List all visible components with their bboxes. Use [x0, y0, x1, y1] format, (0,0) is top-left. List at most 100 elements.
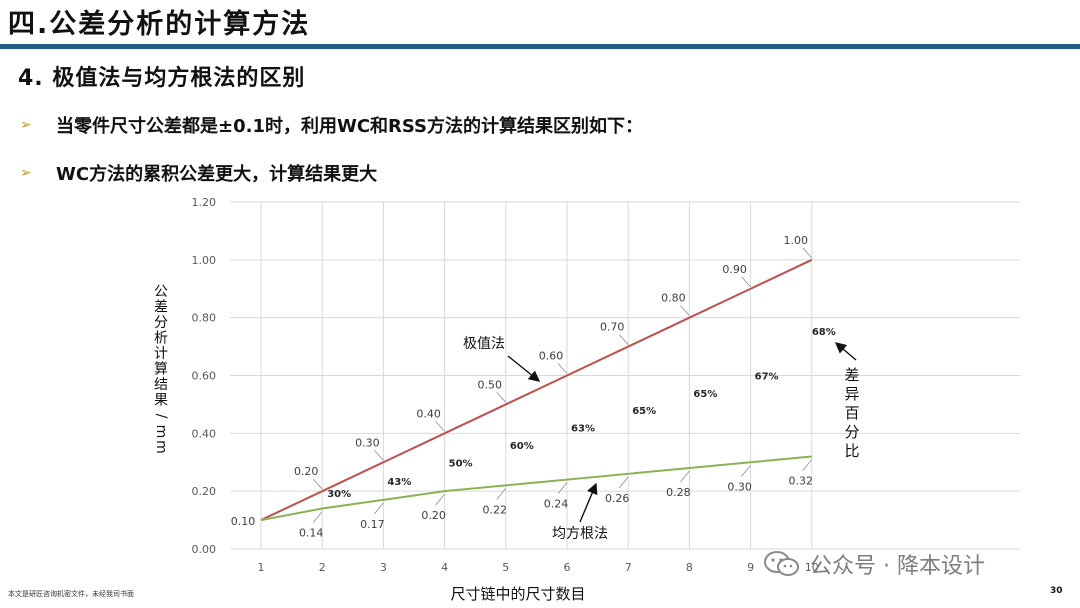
watermark: 公众号 · 降本设计: [762, 548, 985, 580]
data-label: 0.20: [421, 509, 446, 522]
leader-line: [802, 247, 813, 259]
y-axis-label-char: 果: [154, 393, 168, 409]
difference-percent-label: 60%: [510, 441, 534, 452]
slide-title: 四.公差分析的计算方法: [8, 9, 311, 40]
y-axis-label-char: 结: [154, 377, 168, 393]
data-label: 0.30: [727, 480, 752, 493]
leader-line: [802, 459, 813, 471]
difference-axis-char: 异: [844, 385, 859, 403]
y-axis-label-char: m: [153, 440, 169, 454]
page-number: 30: [1050, 586, 1063, 596]
x-tick-label: 6: [564, 561, 571, 574]
data-label: 0.50: [478, 378, 503, 391]
y-tick-label: 0.00: [192, 543, 217, 556]
difference-percent-label: 65%: [693, 389, 717, 400]
y-axis-label-char: 公: [154, 284, 168, 300]
y-axis-label-char: /: [153, 414, 169, 419]
bullet-text: 当零件尺寸公差都是±0.1时，利用WC和RSS方法的计算结果区别如下：: [56, 116, 644, 137]
bullet-item: ➢ 当零件尺寸公差都是±0.1时，利用WC和RSS方法的计算结果区别如下：: [20, 112, 643, 138]
bullet-item: ➢ WC方法的累积公差更大，计算结果更大: [20, 160, 377, 186]
series-name-wc: 极值法: [463, 336, 505, 352]
section-title: 4. 极值法与均方根法的区别: [18, 66, 306, 91]
x-tick-label: 2: [319, 561, 326, 574]
x-tick-label: 3: [380, 561, 387, 574]
leader-line: [374, 449, 384, 461]
bullet-arrow-icon: ➢: [20, 165, 32, 181]
difference-axis-char: 差: [844, 366, 859, 384]
difference-percent-label: 65%: [632, 406, 656, 417]
y-tick-label: 0.80: [192, 312, 217, 325]
leader-line: [618, 334, 629, 345]
callout-arrow: [579, 482, 598, 523]
leader-line: [680, 470, 690, 483]
difference-axis-char: 百: [844, 404, 859, 422]
x-tick-label: 10: [805, 561, 819, 574]
leader-line: [312, 478, 323, 490]
callout-arrow: [834, 342, 857, 361]
confidential-footnote: 本文是研匠咨询机密文件，未经我司书面: [8, 590, 134, 598]
y-axis-label-char: 析: [154, 331, 168, 347]
data-label: 0.40: [416, 407, 441, 420]
callout-arrow: [507, 355, 541, 382]
wechat-icon: [764, 551, 799, 576]
bullet-arrow-icon: ➢: [20, 117, 32, 133]
series-line-rss: [260, 455, 812, 522]
data-label: 0.80: [661, 292, 686, 305]
difference-percent-label: 67%: [755, 372, 779, 383]
series-name-rss: 均方根法: [552, 526, 608, 542]
data-label: 0.22: [483, 503, 508, 516]
leader-line: [312, 511, 323, 523]
difference-percent-label: 50%: [449, 458, 473, 469]
data-label: 0.70: [600, 321, 625, 334]
data-label: 0.90: [722, 263, 747, 276]
x-tick-label: 4: [441, 561, 448, 574]
y-tick-label: 0.60: [192, 370, 217, 383]
y-axis-label-char: 差: [154, 300, 168, 316]
x-tick-label: 1: [258, 561, 265, 574]
bullet-text: WC方法的累积公差更大，计算结果更大: [56, 164, 378, 185]
leader-line: [496, 488, 507, 500]
data-label: 0.30: [355, 436, 380, 449]
y-axis-label-char: 计: [154, 346, 168, 362]
data-label: 0.10: [231, 515, 256, 528]
data-label: 0.20: [294, 465, 319, 478]
slide-header: 四.公差分析的计算方法: [0, 0, 1080, 49]
header-divider: [0, 44, 1080, 49]
y-tick-label: 0.40: [192, 427, 217, 440]
leader-line: [374, 502, 384, 515]
y-axis-label-char: 分: [154, 315, 168, 331]
difference-axis-char: 比: [844, 442, 859, 460]
difference-axis-char: 分: [844, 423, 859, 441]
difference-percent-label: 68%: [812, 327, 836, 338]
x-axis-label: 尺寸链中的尺寸数目: [450, 585, 585, 603]
data-label: 1.00: [784, 234, 809, 247]
leader-line: [618, 476, 629, 489]
y-axis-label-char: 算: [154, 362, 168, 378]
difference-percent-label: 30%: [327, 489, 351, 500]
y-axis-label-char: m: [153, 425, 169, 439]
leader-line: [496, 392, 507, 403]
leader-line: [557, 482, 568, 494]
series-line-wc: [260, 258, 813, 521]
leader-line: [435, 421, 445, 432]
leader-line: [741, 464, 751, 477]
leader-line: [741, 276, 751, 288]
leader-line: [435, 493, 445, 506]
x-tick-label: 8: [686, 561, 693, 574]
data-label: 0.24: [544, 498, 569, 511]
x-tick-label: 5: [502, 561, 509, 574]
x-tick-label: 7: [625, 561, 632, 574]
data-label: 0.26: [605, 492, 630, 505]
data-label: 0.28: [666, 486, 691, 499]
data-label: 0.17: [360, 518, 385, 531]
leader-line: [680, 305, 690, 316]
data-label: 0.32: [789, 474, 814, 487]
difference-percent-label: 43%: [387, 477, 411, 488]
data-label: 0.14: [299, 527, 324, 540]
data-label: 0.60: [539, 350, 564, 363]
y-tick-label: 0.20: [192, 485, 217, 498]
x-tick-label: 9: [747, 561, 754, 574]
leader-line: [557, 363, 568, 374]
y-tick-label: 1.00: [192, 254, 217, 267]
